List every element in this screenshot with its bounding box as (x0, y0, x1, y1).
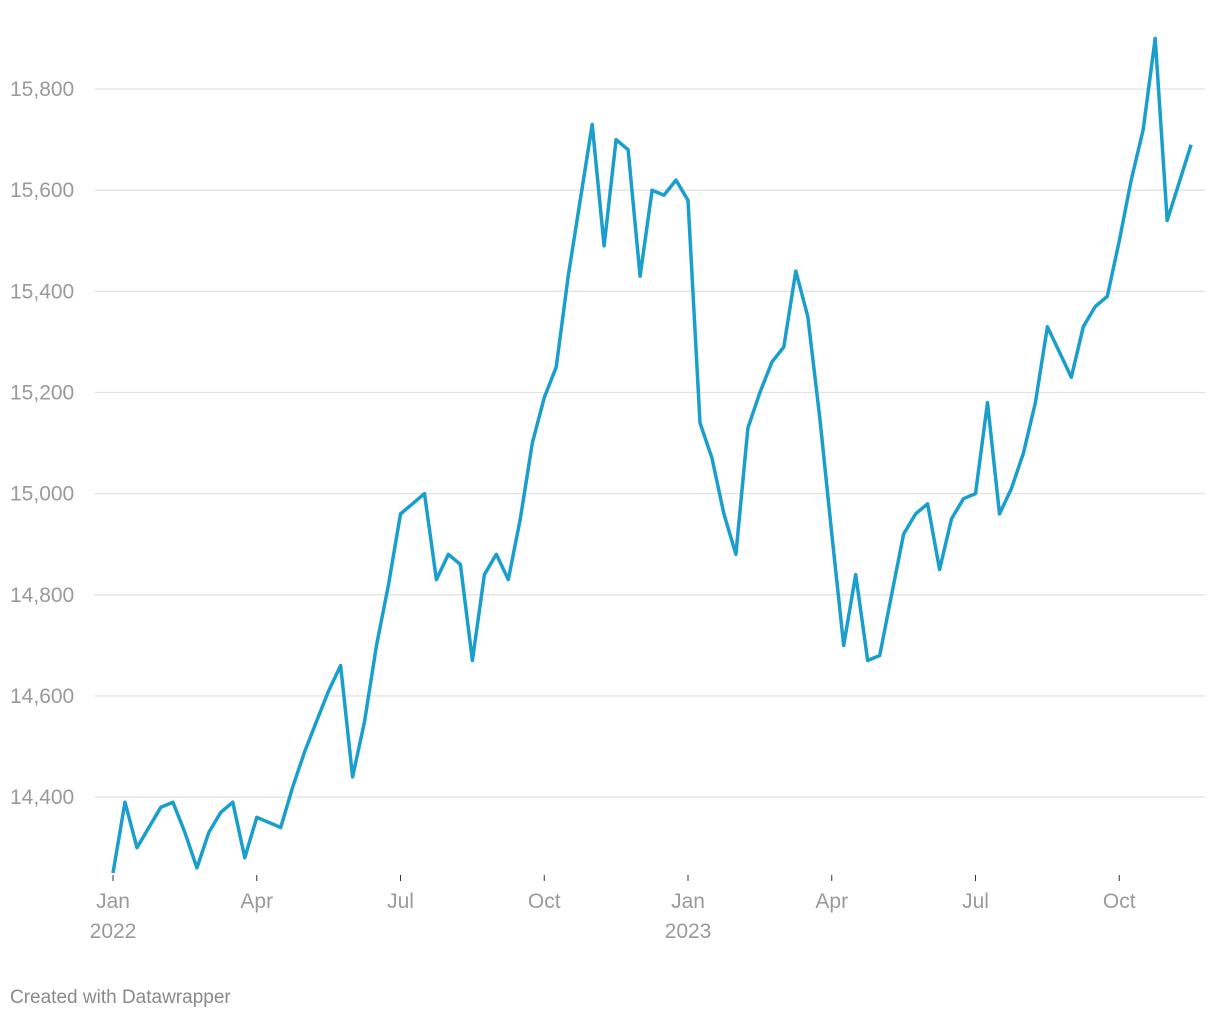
y-tick-label: 14,600 (10, 685, 74, 708)
y-tick-label: 15,000 (10, 483, 74, 506)
x-tick-label: Oct (1103, 890, 1136, 913)
y-tick-label: 15,400 (10, 280, 74, 303)
y-tick-label: 14,800 (10, 584, 74, 607)
y-tick-label: 14,400 (10, 786, 74, 809)
line (111, 36, 1193, 874)
x-tick-label: Jan (96, 890, 130, 913)
y-tick-label: 15,600 (10, 179, 74, 202)
x-tick-year: 2022 (90, 920, 137, 943)
x-tick-label: Apr (240, 890, 273, 913)
y-tick-label: 15,800 (10, 78, 74, 101)
x-tick-year: 2023 (665, 920, 712, 943)
x-tick-label: Oct (528, 890, 561, 913)
x-tick-label: Jul (962, 890, 989, 913)
x-tick-label: Jan (671, 890, 705, 913)
x-tick-label: Apr (815, 890, 848, 913)
credit: Created with Datawrapper (10, 987, 231, 1008)
y-tick-label: 15,200 (10, 381, 74, 404)
x-tick-label: Jul (387, 890, 414, 913)
